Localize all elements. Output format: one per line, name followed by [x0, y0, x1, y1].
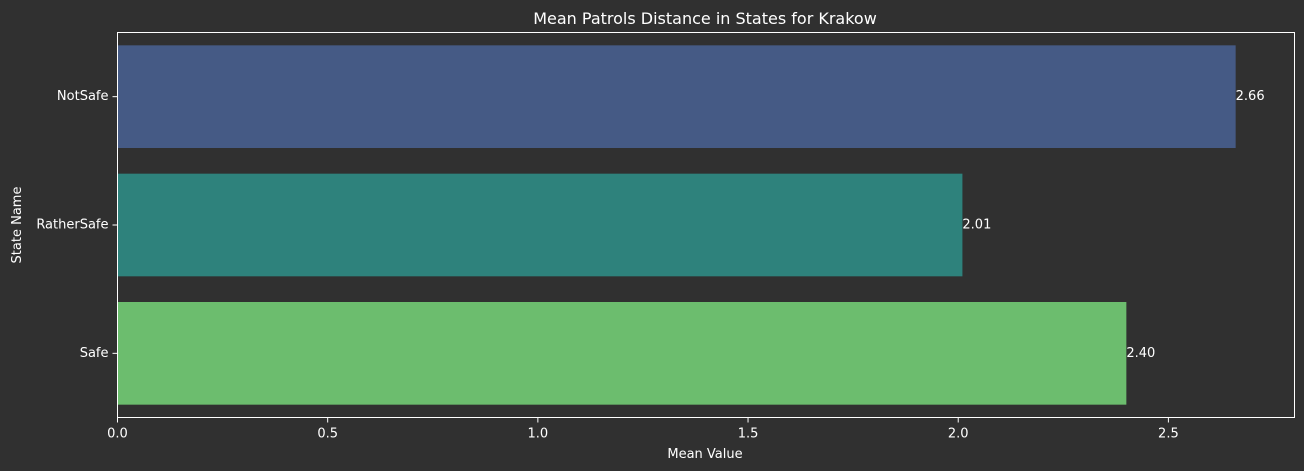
y-tick-label-rathersafe: RatherSafe [36, 218, 108, 233]
value-label-rathersafe: 2.01 [962, 218, 991, 233]
bar-rathersafe [117, 173, 963, 277]
y-axis-label: State Name [10, 187, 25, 264]
x-tick-label-0: 0.0 [107, 427, 128, 442]
bars-layer: 2.66 2.01 2.40 [117, 45, 1265, 405]
x-tick-label-3: 1.5 [738, 427, 759, 442]
x-tick-label-4: 2.0 [948, 427, 969, 442]
x-tick-label-2: 1.0 [528, 427, 549, 442]
value-label-notsafe: 2.66 [1236, 89, 1265, 104]
bar-notsafe [117, 45, 1236, 149]
y-tick-label-notsafe: NotSafe [57, 89, 109, 104]
chart-title: Mean Patrols Distance in States for Krak… [533, 9, 877, 28]
ticks-layer: NotSafe RatherSafe Safe 0.0 0.5 1.0 1.5 2.0 2.5 [36, 89, 1178, 441]
x-tick-label-5: 2.5 [1158, 427, 1179, 442]
bar-safe [117, 302, 1127, 405]
x-tick-label-1: 0.5 [317, 427, 338, 442]
value-label-safe: 2.40 [1126, 346, 1155, 361]
y-tick-label-safe: Safe [80, 346, 109, 361]
x-axis-label: Mean Value [667, 447, 742, 462]
